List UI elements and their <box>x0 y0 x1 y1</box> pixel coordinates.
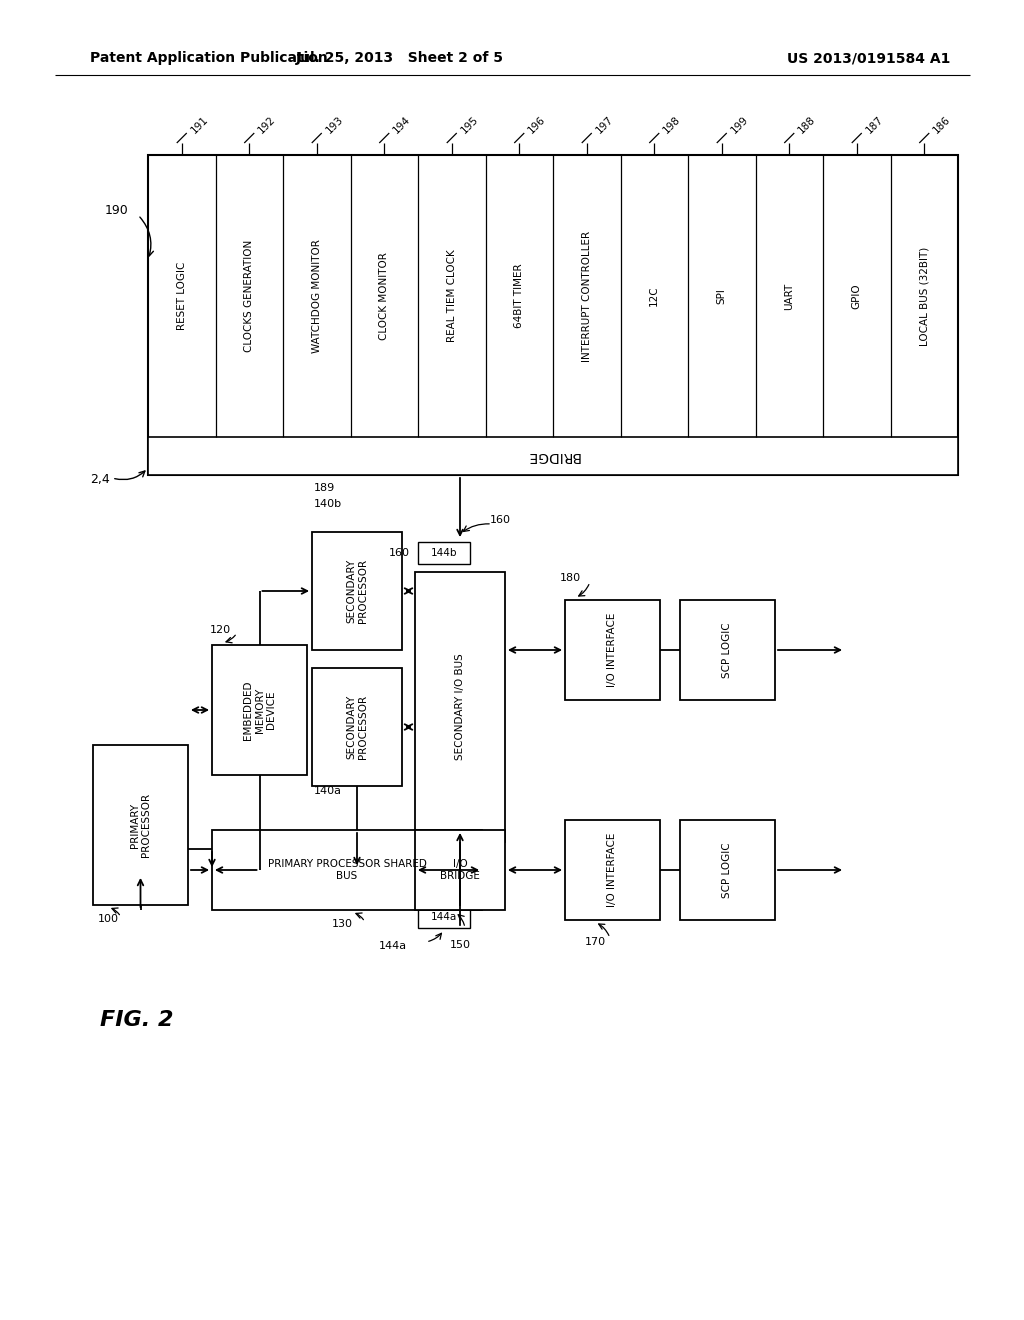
Bar <box>680 820 775 920</box>
Text: 186: 186 <box>931 115 952 136</box>
Text: SECONDARY
PROCESSOR: SECONDARY PROCESSOR <box>346 694 368 759</box>
Bar <box>93 744 188 906</box>
Text: 194: 194 <box>391 115 413 136</box>
Bar <box>212 645 307 775</box>
Bar <box>415 830 505 909</box>
Text: 150: 150 <box>450 940 470 950</box>
Text: 189: 189 <box>314 483 335 492</box>
Text: 140b: 140b <box>314 499 342 510</box>
Text: 170: 170 <box>585 937 606 946</box>
Text: SCP LOGIC: SCP LOGIC <box>723 842 732 898</box>
Text: 188: 188 <box>797 115 817 136</box>
Text: INTERRUPT CONTROLLER: INTERRUPT CONTROLLER <box>582 231 592 362</box>
Bar <box>418 906 470 928</box>
Bar <box>312 532 402 649</box>
Text: GPIO: GPIO <box>852 284 862 309</box>
Bar <box>418 543 470 564</box>
Text: CLOCK MONITOR: CLOCK MONITOR <box>379 252 389 341</box>
Text: 2,4: 2,4 <box>90 474 110 487</box>
Text: 100: 100 <box>98 913 119 924</box>
Bar <box>415 572 505 842</box>
Text: 64BIT TIMER: 64BIT TIMER <box>514 264 524 329</box>
Text: 197: 197 <box>594 115 614 136</box>
Text: 144a: 144a <box>431 912 457 921</box>
Bar <box>680 601 775 700</box>
Text: REAL TIEM CLOCK: REAL TIEM CLOCK <box>446 249 457 342</box>
Text: 12C: 12C <box>649 285 659 306</box>
Text: 130: 130 <box>332 919 353 929</box>
Bar <box>312 668 402 785</box>
Text: I/O INTERFACE: I/O INTERFACE <box>607 833 617 907</box>
Text: 144a: 144a <box>379 941 408 950</box>
Text: PRIMARY PROCESSOR SHARED
BUS: PRIMARY PROCESSOR SHARED BUS <box>267 859 426 880</box>
Bar <box>565 601 660 700</box>
Text: 160: 160 <box>389 548 410 558</box>
Text: CLOCKS GENERATION: CLOCKS GENERATION <box>245 240 254 352</box>
Text: Patent Application Publication: Patent Application Publication <box>90 51 328 65</box>
Text: 160: 160 <box>490 515 511 525</box>
Text: FIG. 2: FIG. 2 <box>100 1010 173 1030</box>
Bar <box>565 820 660 920</box>
Text: 120: 120 <box>210 624 231 635</box>
Text: 180: 180 <box>560 573 582 583</box>
Text: SPI: SPI <box>717 288 727 304</box>
Text: 144b: 144b <box>431 548 458 558</box>
Bar <box>148 154 958 475</box>
Text: 196: 196 <box>526 115 548 136</box>
Text: 198: 198 <box>662 115 682 136</box>
Text: SECONDARY I/O BUS: SECONDARY I/O BUS <box>455 653 465 760</box>
Text: SCP LOGIC: SCP LOGIC <box>723 622 732 677</box>
Text: RESET LOGIC: RESET LOGIC <box>177 261 186 330</box>
Text: Jul. 25, 2013   Sheet 2 of 5: Jul. 25, 2013 Sheet 2 of 5 <box>296 51 504 65</box>
Text: 190: 190 <box>104 203 128 216</box>
Text: I/O
BRIDGE: I/O BRIDGE <box>440 859 480 880</box>
Text: EMBEDDED
MEMORY
DEVICE: EMBEDDED MEMORY DEVICE <box>243 680 276 739</box>
Text: BRIDGE: BRIDGE <box>526 449 580 463</box>
Text: US 2013/0191584 A1: US 2013/0191584 A1 <box>786 51 950 65</box>
Bar <box>212 830 482 909</box>
Bar <box>148 437 958 475</box>
Text: 199: 199 <box>729 115 750 136</box>
Text: 192: 192 <box>256 115 278 136</box>
Text: I/O INTERFACE: I/O INTERFACE <box>607 612 617 688</box>
Text: 193: 193 <box>324 115 345 136</box>
Text: 195: 195 <box>459 115 480 136</box>
Text: LOCAL BUS (32BIT): LOCAL BUS (32BIT) <box>920 247 929 346</box>
Text: 140a: 140a <box>314 785 342 796</box>
Text: WATCHDOG MONITOR: WATCHDOG MONITOR <box>311 239 322 352</box>
Text: PRIMARY
PROCESSOR: PRIMARY PROCESSOR <box>130 793 152 857</box>
Text: 191: 191 <box>188 115 210 136</box>
Text: UART: UART <box>784 282 795 310</box>
Text: SECONDARY
PROCESSOR: SECONDARY PROCESSOR <box>346 558 368 623</box>
Text: 187: 187 <box>864 115 885 136</box>
